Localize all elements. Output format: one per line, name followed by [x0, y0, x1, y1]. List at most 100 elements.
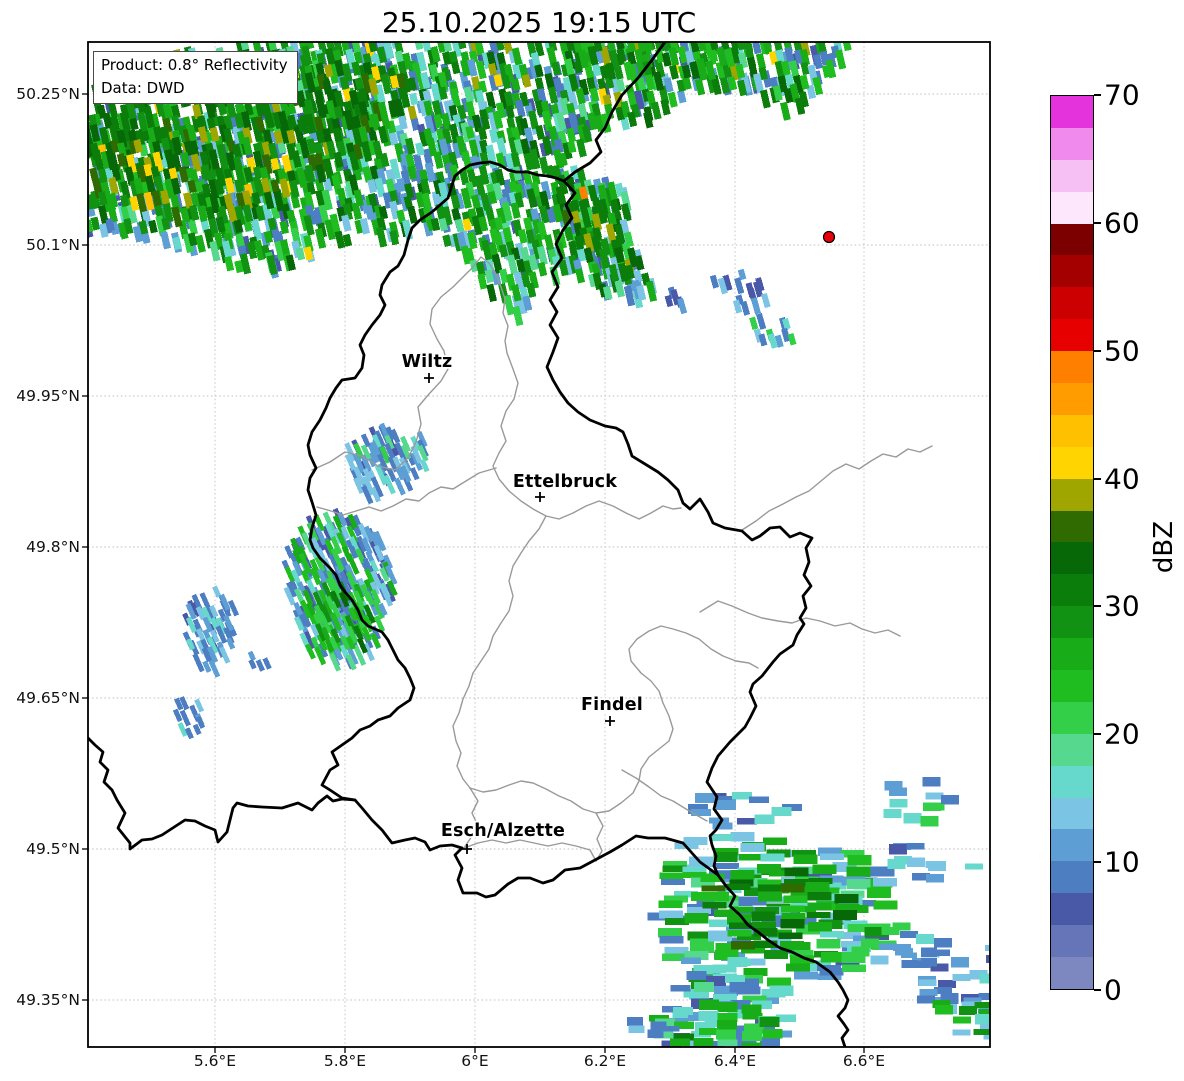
district-line	[699, 600, 901, 637]
colorbar-tick-mark	[1094, 733, 1101, 736]
radar-blob	[900, 947, 937, 968]
luxembourg-border	[306, 160, 814, 899]
axis-ticks	[82, 93, 865, 1053]
colorbar-segment	[1051, 478, 1093, 511]
y-tick-label: 49.95°N	[16, 387, 80, 405]
radar-blob	[647, 831, 898, 1007]
colorbar-tick-mark	[1094, 349, 1101, 352]
district-line	[492, 352, 682, 520]
product-line: Product: 0.8° Reflectivity	[101, 56, 288, 74]
y-tick-label: 49.5°N	[26, 840, 80, 858]
radar-blob	[883, 777, 960, 827]
national-border	[562, 42, 667, 183]
city-marker	[424, 373, 434, 383]
colorbar-segment	[1051, 159, 1093, 192]
colorbar-segment	[1051, 893, 1093, 926]
x-tick-label: 6.6°E	[842, 1052, 886, 1070]
y-tick-label: 49.35°N	[16, 991, 80, 1009]
colorbar-tick-label: 70	[1104, 78, 1140, 112]
colorbar-segment	[1051, 733, 1093, 766]
figure-title: 25.10.2025 19:15 UTC	[381, 6, 697, 39]
radar-blob	[172, 696, 206, 740]
city-label: Findel	[581, 695, 643, 715]
radar-echoes	[88, 42, 990, 1047]
radar-blob	[281, 507, 398, 672]
colorbar-axis-label: dBZ	[1149, 520, 1179, 574]
city-marker	[462, 844, 472, 854]
country-borders	[88, 42, 850, 1047]
radar-site-marker	[822, 230, 836, 244]
radar-blob	[649, 956, 796, 1047]
x-tick-label: 6.4°E	[713, 1052, 757, 1070]
national-border	[88, 736, 357, 851]
colorbar-segment	[1051, 829, 1093, 862]
colorbar-tick-mark	[1094, 221, 1101, 224]
district-line	[463, 839, 597, 862]
city-label: Ettelbruck	[513, 472, 617, 492]
city-marker	[605, 716, 615, 726]
colorbar-segment	[1051, 542, 1093, 575]
product-info-box: Product: 0.8° Reflectivity Data: DWD	[93, 51, 298, 104]
colorbar-tick-label: 50	[1104, 334, 1140, 368]
colorbar-tick-mark	[1094, 605, 1101, 608]
colorbar-segment	[1051, 638, 1093, 671]
plot-frame	[87, 41, 991, 1048]
radar-blob	[626, 1016, 680, 1039]
x-tick-label: 5.8°E	[323, 1052, 367, 1070]
radar-blob	[984, 944, 990, 964]
colorbar-segment	[1051, 765, 1093, 798]
radar-blob	[182, 585, 240, 678]
district-line	[595, 812, 604, 862]
colorbar-tick-label: 10	[1104, 845, 1140, 879]
colorbar-segment	[1051, 383, 1093, 415]
colorbar-segment	[1051, 351, 1093, 384]
colorbar	[1050, 95, 1094, 990]
district-borders	[311, 256, 933, 862]
radar-blob	[247, 650, 272, 672]
district-line	[463, 787, 479, 849]
radar-site-layer	[822, 230, 836, 244]
colorbar-segment	[1051, 957, 1093, 989]
y-tick-label: 50.25°N	[16, 85, 80, 103]
city-annotations: Wiltz Ettelbruck Findel Esch/Alzette	[400, 350, 645, 854]
colorbar-segment	[1051, 287, 1093, 320]
radar-blob	[688, 791, 802, 830]
y-tick-label: 49.8°N	[26, 538, 80, 556]
colorbar-tick-label: 40	[1104, 462, 1140, 496]
district-line	[311, 256, 509, 471]
colorbar-segment	[1051, 255, 1093, 288]
radar-blob	[911, 957, 990, 1040]
colorbar-tick-label: 60	[1104, 206, 1140, 240]
colorbar-segment	[1051, 701, 1093, 734]
district-line	[316, 467, 497, 516]
colorbar-segment	[1051, 510, 1093, 543]
city-marker	[535, 492, 545, 502]
radar-blob	[88, 42, 852, 327]
colorbar-segment	[1051, 191, 1093, 224]
colorbar-segment	[1051, 797, 1093, 830]
colorbar-segment	[1051, 670, 1093, 702]
colorbar-segment	[1051, 319, 1093, 352]
colorbar-tick-mark	[1094, 94, 1101, 96]
colorbar-segment	[1051, 925, 1093, 958]
radar-blob	[344, 422, 430, 505]
radar-blob	[887, 842, 983, 883]
colorbar-tick-label: 0	[1104, 973, 1122, 1007]
district-line	[621, 769, 708, 822]
y-tick-label: 50.1°N	[26, 236, 80, 254]
radar-blob	[664, 268, 797, 349]
city-label: Esch/Alzette	[441, 821, 565, 841]
colorbar-segment	[1051, 223, 1093, 256]
colorbar-segment	[1051, 414, 1093, 447]
colorbar-tick-mark	[1094, 989, 1101, 991]
colorbar-segment	[1051, 446, 1093, 479]
data-source-line: Data: DWD	[101, 78, 185, 97]
colorbar-tick-label: 20	[1104, 717, 1140, 751]
colorbar-segment	[1051, 606, 1093, 639]
x-tick-label: 6°E	[461, 1052, 489, 1070]
colorbar-tick-label: 30	[1104, 589, 1140, 623]
colorbar-tick-mark	[1094, 861, 1101, 864]
district-line	[469, 672, 674, 814]
district-line	[628, 625, 759, 674]
